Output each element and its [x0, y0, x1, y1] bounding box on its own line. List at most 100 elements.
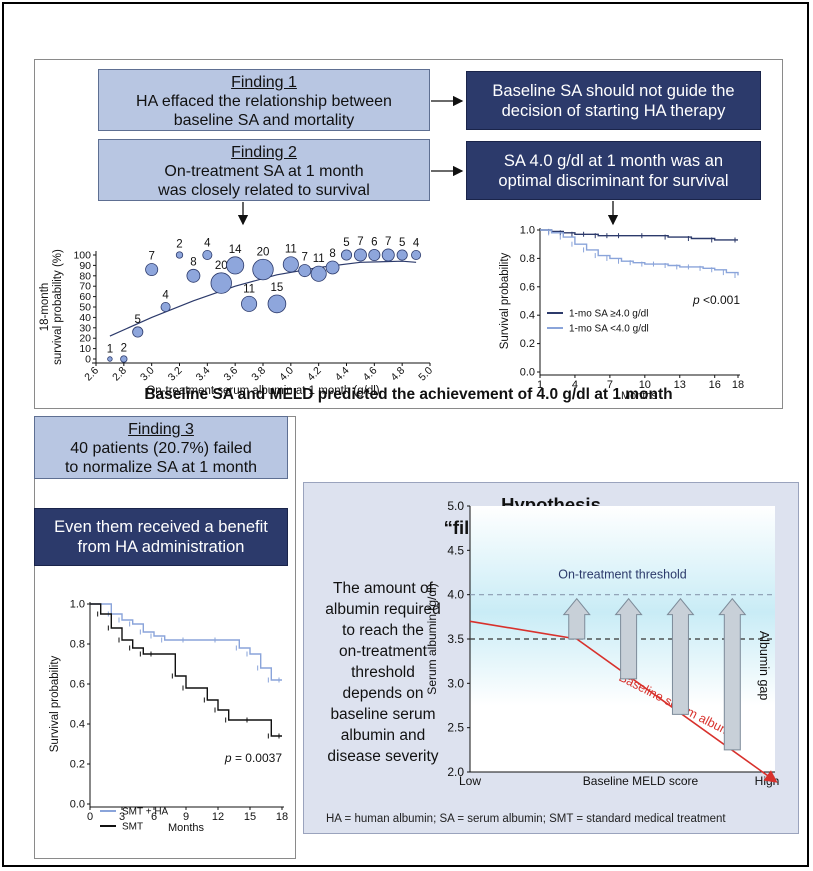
- bubble-point: [202, 249, 213, 260]
- finding3-line: 40 patients (20.7%) failed: [70, 440, 252, 457]
- y-tick-label: 1.0: [520, 225, 535, 237]
- y-tick-label: 1.0: [70, 599, 85, 611]
- bubble-point: [120, 355, 128, 363]
- finding1-heading: Finding 1: [231, 74, 297, 91]
- bubble-point: [411, 249, 422, 260]
- bubble-label: 4: [413, 237, 420, 249]
- y-tick-label: 3.0: [447, 676, 464, 690]
- conclusion3-line: from HA administration: [77, 538, 245, 556]
- y-tick-label: 50: [79, 302, 91, 314]
- bubble-point: [310, 265, 327, 282]
- bubble-label: 11: [313, 253, 325, 265]
- albumin-gap-label: Albumin gap: [757, 631, 771, 701]
- km-series-line: [90, 603, 282, 681]
- x-tick-label: 2.6: [82, 365, 101, 384]
- finding2-box: Finding 2 On-treatment SA at 1 month was…: [98, 139, 430, 201]
- bubble-label: 4: [162, 289, 169, 301]
- x-tick-label: 1: [537, 379, 543, 391]
- bubble-point: [132, 326, 144, 338]
- y-tick-label: 0.4: [70, 719, 85, 731]
- finding3-heading: Finding 3: [128, 421, 194, 438]
- bubble-point: [145, 263, 159, 277]
- x-category-label: Low: [459, 774, 481, 788]
- x-tick-label: 6: [151, 811, 157, 823]
- bubble-point: [252, 258, 274, 281]
- y-tick-label: 0.6: [70, 679, 85, 691]
- bubble-label: 1: [107, 344, 113, 356]
- hypothesis-body-line: albumin and: [340, 727, 426, 744]
- x-tick-label: 18: [276, 811, 288, 823]
- y-axis-label: 18-monthsurvival probability (%): [39, 249, 64, 365]
- y-tick-label: 4.5: [447, 543, 464, 557]
- x-tick-label: 0: [87, 811, 93, 823]
- bubble-point: [107, 356, 113, 362]
- y-tick-label: 0.0: [520, 367, 535, 379]
- x-tick-label: 4.8: [388, 365, 407, 384]
- legend-label: 1-mo SA <4.0 g/dl: [569, 324, 649, 335]
- x-axis-label: Baseline MELD score: [583, 774, 699, 788]
- y-tick-label: 0.8: [520, 253, 535, 265]
- x-tick-label: 3: [119, 811, 125, 823]
- x-tick-label: 3.6: [221, 365, 240, 384]
- bubble-point: [396, 249, 408, 261]
- x-tick-label: 3.4: [194, 365, 213, 384]
- hypothesis-body-line: albumin required: [325, 601, 441, 618]
- y-tick-label: 0.8: [70, 639, 85, 651]
- conclusion1-line: Baseline SA should not guide the: [492, 81, 735, 100]
- conclusion1-line: decision of starting HA therapy: [501, 101, 726, 120]
- albumin-gap-arrow: [718, 597, 747, 751]
- p-value-label: p = 0.0037: [224, 751, 282, 765]
- legend-label: SMT + HA: [122, 807, 169, 818]
- bubble-label: 7: [302, 252, 308, 264]
- bubble-label: 7: [148, 250, 154, 262]
- bubble-point: [175, 251, 184, 259]
- y-tick-label: 80: [79, 270, 91, 282]
- km-chart-bottom: 0.0 0.2 0.4 0.6 0.8 1.0 0 3 6 9 12 15 18 Months Surviv…: [49, 599, 288, 835]
- x-tick-label: 13: [674, 379, 686, 391]
- bubble-label: 2: [176, 239, 182, 251]
- x-tick-label: 15: [244, 811, 256, 823]
- albumin-gap-arrow: [614, 597, 643, 680]
- x-tick-label: 3.2: [166, 365, 185, 384]
- albumin-gap-arrow: [666, 597, 695, 715]
- x-tick-label: 12: [212, 811, 224, 823]
- y-tick-label: 0.2: [520, 338, 535, 350]
- y-tick-label: 2.5: [447, 721, 464, 735]
- bubble-label: 11: [285, 244, 297, 256]
- hypothesis-body-line: The amount of: [333, 580, 433, 597]
- bubble-label: 5: [399, 237, 405, 249]
- bubble-point: [298, 264, 312, 278]
- x-tick-label: 2.8: [110, 365, 129, 384]
- y-tick-label: 60: [79, 291, 91, 303]
- bubble-point: [340, 249, 353, 261]
- finding1-box: Finding 1 HA effaced the relationship be…: [98, 69, 430, 131]
- bubble-point: [210, 272, 232, 294]
- hypothesis-body: The amount of albumin required to reach …: [308, 578, 458, 767]
- km-chart-top: 0.0 0.2 0.4 0.6 0.8 1.0 1 4 7 10 13 16 18 Months Survi…: [499, 225, 744, 403]
- bubble-label: 5: [135, 314, 141, 326]
- km-series-line: [90, 603, 282, 737]
- x-axis-label: Months: [168, 822, 205, 834]
- bubble-point: [226, 256, 245, 275]
- x-tick-label: 4.2: [305, 365, 324, 384]
- finding2-heading: Finding 2: [231, 144, 297, 161]
- y-tick-label: 70: [79, 281, 91, 293]
- hypothesis-body-line: baseline serum: [330, 706, 436, 723]
- hypothesis-body-line: depends on: [342, 685, 424, 702]
- bubble-point: [282, 256, 299, 273]
- bubble-label: 20: [215, 260, 228, 272]
- x-tick-label: 5.0: [416, 365, 435, 384]
- y-tick-label: 100: [73, 250, 91, 262]
- p-value-label: p <0.001: [692, 293, 740, 307]
- conclusion2-box: SA 4.0 g/dl at 1 month was an optimal di…: [466, 141, 761, 200]
- y-tick-label: 0.4: [520, 310, 535, 322]
- bubble-label: 6: [371, 236, 377, 248]
- x-tick-label: 4.0: [277, 365, 296, 384]
- top-footer-text: Baseline SA and MELD predicted the achie…: [144, 386, 673, 403]
- y-tick-label: 2.0: [447, 765, 464, 779]
- km-series-line: [540, 229, 739, 276]
- y-tick-label: 5.0: [447, 499, 464, 513]
- hypothesis-body-line: to reach the: [342, 622, 424, 639]
- bubble-label: 15: [271, 282, 284, 294]
- km-series-line: [540, 229, 738, 241]
